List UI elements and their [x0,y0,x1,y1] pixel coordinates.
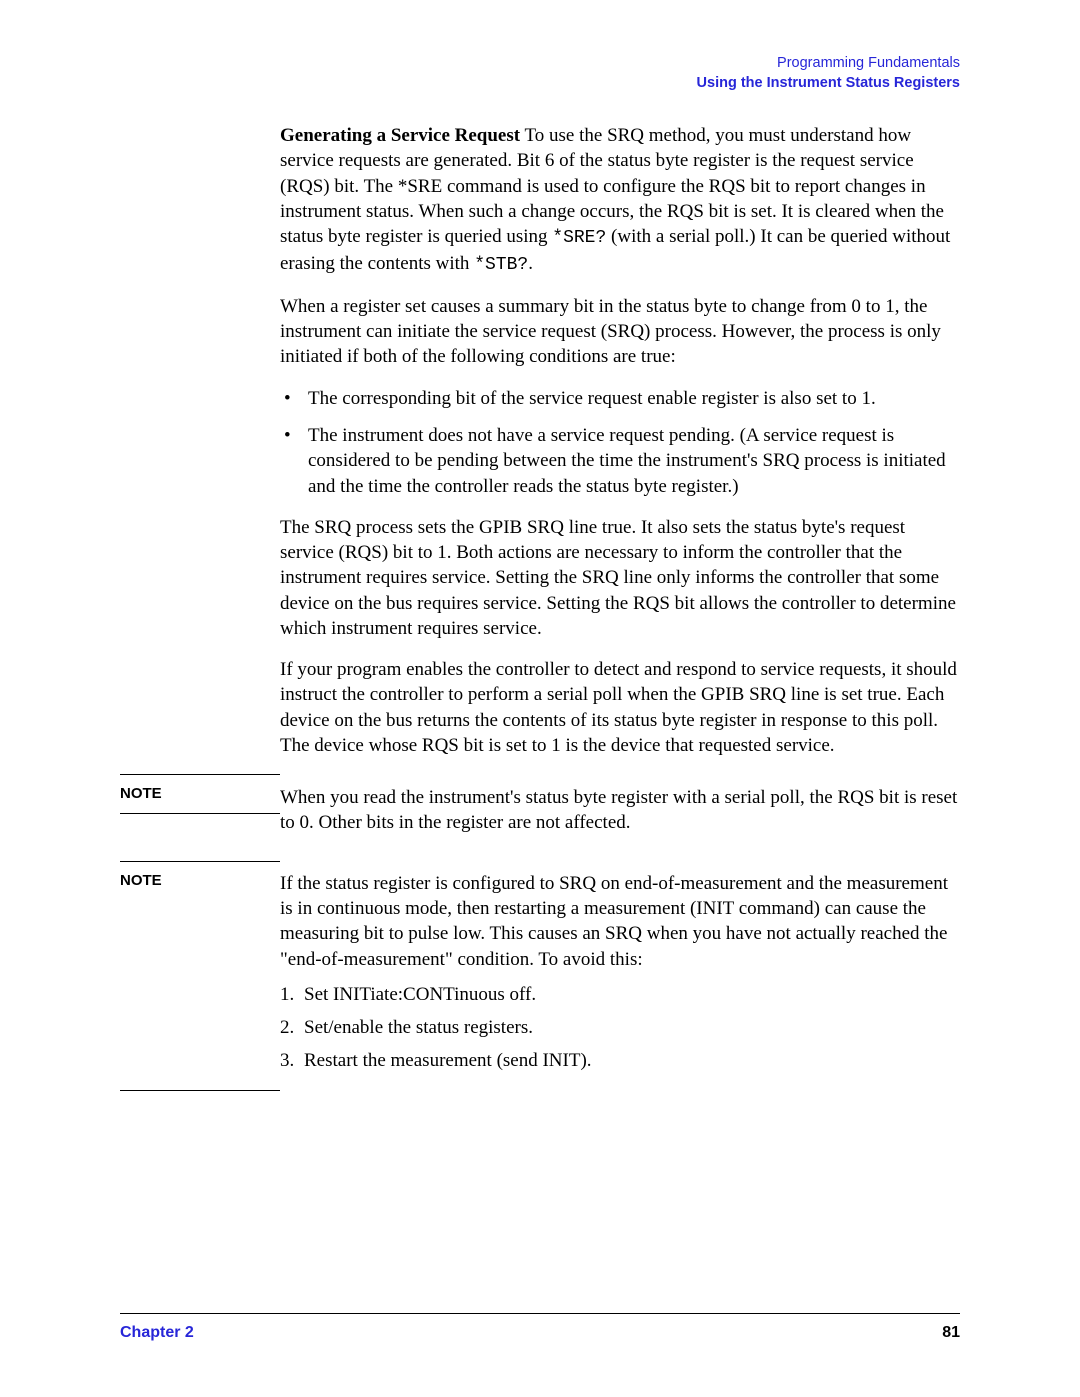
page-header: Programming Fundamentals Using the Instr… [120,55,960,91]
footer-chapter: Chapter 2 [120,1324,194,1342]
paragraph-srq-process: The SRQ process sets the GPIB SRQ line t… [280,515,960,641]
paragraph-controller: If your program enables the controller t… [280,657,960,758]
section-title: Using the Instrument Status Registers [120,75,960,91]
paragraph-text-1c: . [528,253,533,274]
page-footer: Chapter 2 81 [120,1313,960,1342]
paragraph-lead: Generating a Service Request [280,125,520,146]
bullet-item: The instrument does not have a service r… [280,423,960,499]
chapter-title: Programming Fundamentals [120,55,960,71]
paragraph-generating-service-request: Generating a Service Request To use the … [280,123,960,278]
code-sre: *SRE? [552,228,606,248]
note-spacer [120,847,960,861]
steps-list: Set INITiate:CONTinuous off. Set/enable … [280,982,960,1074]
note-label: NOTE [120,785,162,802]
step-item: Set INITiate:CONTinuous off. [280,982,960,1007]
note-label-column: NOTE [120,774,280,814]
paragraph-conditions: When a register set causes a summary bit… [280,294,960,370]
note-body: If the status register is configured to … [280,861,960,1092]
note-text: If the status register is configured to … [280,871,960,972]
step-item: Set/enable the status registers. [280,1015,960,1040]
note-block-2: NOTE If the status register is configure… [120,861,960,1092]
note-body: When you read the instrument's status by… [280,774,960,847]
body-column: Generating a Service Request To use the … [280,123,960,758]
step-item: Restart the measurement (send INIT). [280,1048,960,1073]
document-page: Programming Fundamentals Using the Instr… [0,0,1080,1397]
note-label: NOTE [120,872,162,889]
footer-page-number: 81 [942,1324,960,1342]
note-label-column: NOTE [120,861,280,1091]
note-text: When you read the instrument's status by… [280,787,957,833]
code-stb: *STB? [474,255,528,275]
bullet-item: The corresponding bit of the service req… [280,386,960,411]
bullets-conditions: The corresponding bit of the service req… [280,386,960,499]
note-block-1: NOTE When you read the instrument's stat… [120,774,960,847]
